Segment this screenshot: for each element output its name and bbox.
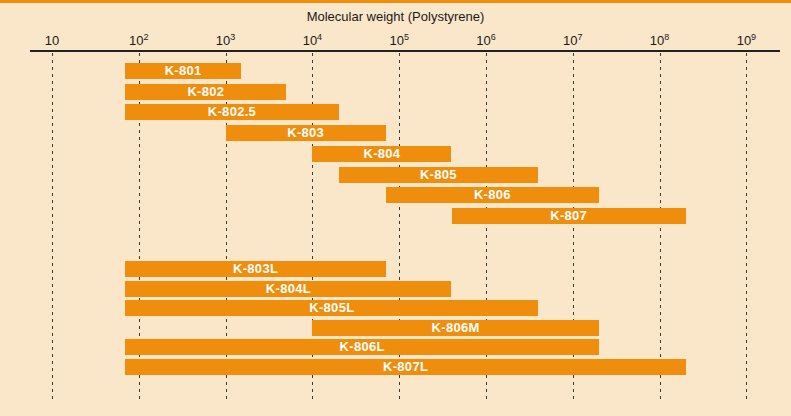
range-bar-K-804L: K-804L — [125, 281, 451, 297]
x-axis-tick-label: 108 — [650, 33, 669, 48]
x-axis-tick-label: 102 — [129, 33, 148, 48]
chart-title: Molecular weight (Polystyrene) — [0, 9, 791, 24]
bar-label: K-806L — [340, 339, 385, 355]
range-bar-K-803: K-803 — [226, 125, 386, 141]
molecular-weight-range-chart: Molecular weight (Polystyrene) 10 102 103 1… — [0, 0, 791, 416]
bar-label: K-801 — [165, 63, 202, 79]
bar-label: K-806M — [432, 320, 480, 336]
range-bar-K-805: K-805 — [339, 167, 539, 183]
range-bar-K-803L: K-803L — [125, 261, 385, 277]
bar-label: K-807L — [383, 359, 428, 375]
bar-label: K-802.5 — [208, 104, 256, 120]
x-axis-tick-label: 10 — [45, 33, 59, 48]
bar-label: K-804 — [363, 146, 400, 162]
bar-label: K-806 — [474, 187, 511, 203]
top-rule — [0, 0, 791, 3]
x-axis-tick-label: 109 — [737, 33, 756, 48]
bar-label: K-805L — [309, 300, 354, 316]
range-bar-K-807L: K-807L — [125, 359, 685, 375]
bar-label: K-805 — [420, 167, 457, 183]
x-axis-tick-label: 107 — [563, 33, 582, 48]
bar-label: K-803L — [233, 261, 278, 277]
x-axis-line — [30, 50, 780, 52]
range-bar-K-802: K-802 — [125, 84, 286, 100]
range-bar-K-801: K-801 — [125, 63, 241, 79]
range-bar-K-807: K-807 — [452, 208, 686, 224]
range-bar-K-805L: K-805L — [125, 300, 538, 316]
bar-label: K-804L — [266, 281, 311, 297]
range-bar-K-806: K-806 — [386, 187, 599, 203]
range-bar-K-804: K-804 — [312, 146, 451, 162]
range-bar-K-802.5: K-802.5 — [125, 104, 338, 120]
gridline — [660, 53, 661, 402]
gridline — [746, 53, 747, 402]
gridline — [52, 53, 53, 402]
x-axis-tick-label: 105 — [389, 33, 408, 48]
bar-label: K-802 — [187, 84, 224, 100]
x-axis-tick-label: 103 — [216, 33, 235, 48]
x-axis-tick-label: 106 — [476, 33, 495, 48]
bar-label: K-807 — [550, 208, 587, 224]
range-bar-K-806M: K-806M — [312, 320, 599, 336]
bar-label: K-803 — [287, 125, 324, 141]
x-axis-tick-label: 104 — [303, 33, 322, 48]
range-bar-K-806L: K-806L — [125, 339, 599, 355]
